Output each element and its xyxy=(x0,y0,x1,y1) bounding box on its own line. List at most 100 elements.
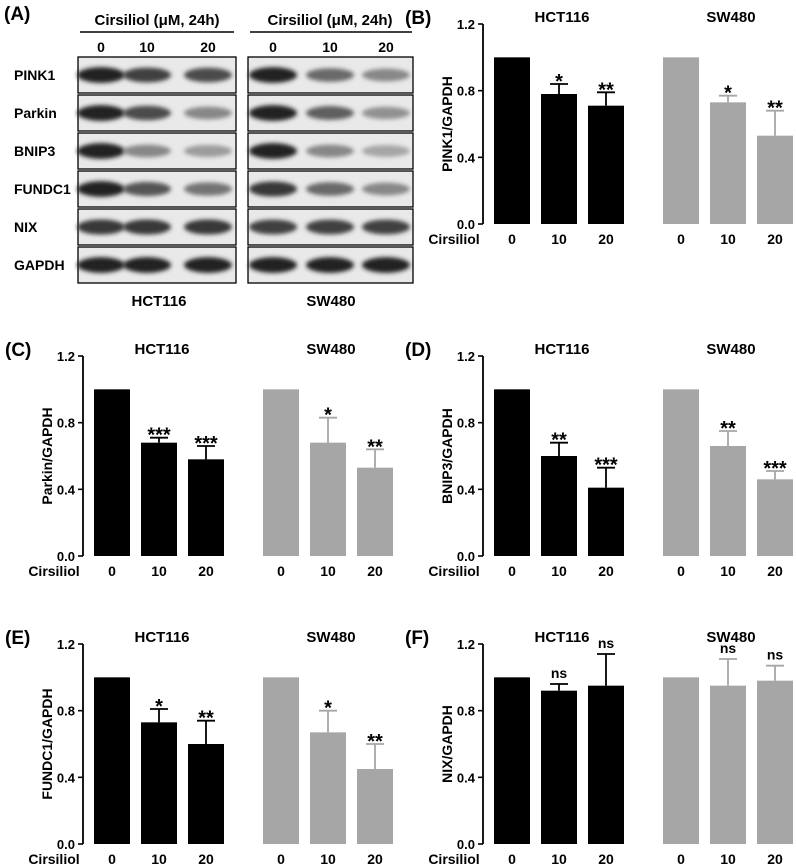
bar xyxy=(541,94,577,224)
blot-band xyxy=(184,67,232,83)
group-title: HCT116 xyxy=(534,629,589,646)
x-category-label: 10 xyxy=(720,563,736,579)
condition-label-sw480: Cirsiliol (μM, 24h) xyxy=(267,12,392,29)
blot-band xyxy=(184,219,232,235)
lane-label: 0 xyxy=(269,39,277,55)
x-category-label: 0 xyxy=(108,563,116,579)
condition-label-hct116: Cirsiliol (μM, 24h) xyxy=(94,12,219,29)
bar xyxy=(310,442,346,556)
significance-label: ** xyxy=(367,731,383,753)
significance-label: * xyxy=(324,405,332,427)
group-title: HCT116 xyxy=(534,341,589,358)
bar xyxy=(494,57,530,225)
bar xyxy=(94,389,130,556)
bar xyxy=(357,769,393,844)
y-tick-label: 1.2 xyxy=(57,349,75,364)
blot-band xyxy=(184,182,232,196)
group-title: SW480 xyxy=(706,341,755,358)
blot-cell-line-sw480: SW480 xyxy=(306,293,355,310)
x-category-label: 10 xyxy=(551,563,567,579)
significance-label: ** xyxy=(367,436,383,458)
y-tick-label: 0.8 xyxy=(57,704,75,719)
y-tick-label: 0.0 xyxy=(57,837,75,852)
x-category-label: 10 xyxy=(551,851,567,864)
blot-band xyxy=(184,106,232,120)
lane-label: 20 xyxy=(378,39,394,55)
blot-band xyxy=(249,219,297,235)
bar-chart-d: (D) 0.0 0.4 0.8 1.2 BNIP3/GAPDH 0 ** 10 *** 20 HCT1… xyxy=(405,340,793,579)
blot-band xyxy=(123,257,171,273)
bar-chart-e: (E) 0.0 0.4 0.8 1.2 FUNDC1/GAPDH 0 * 10 ** 20 HCT11… xyxy=(5,628,393,864)
y-tick-label: 1.2 xyxy=(457,637,475,652)
protein-label: BNIP3 xyxy=(14,143,55,159)
significance-label: ns xyxy=(720,640,737,656)
blot-band xyxy=(362,145,410,157)
x-category-label: 0 xyxy=(508,851,516,864)
y-tick-label: 0.8 xyxy=(457,416,475,431)
bar xyxy=(357,467,393,556)
group-title: SW480 xyxy=(306,341,355,358)
panel-label: (F) xyxy=(405,628,429,649)
y-tick-label: 0.0 xyxy=(457,217,475,232)
significance-label: * xyxy=(555,71,563,93)
y-tick-label: 1.2 xyxy=(457,349,475,364)
blot-band xyxy=(123,144,171,158)
blot-band xyxy=(306,68,354,82)
blot-band xyxy=(306,257,354,273)
x-category-label: 10 xyxy=(151,851,167,864)
bar xyxy=(141,442,177,556)
protein-label: NIX xyxy=(14,219,38,235)
blot-band xyxy=(306,182,354,196)
x-row-label: Cirsiliol xyxy=(428,851,479,864)
blot-band xyxy=(249,181,297,197)
x-category-label: 10 xyxy=(551,231,567,247)
lane-label: 10 xyxy=(322,39,338,55)
x-category-label: 0 xyxy=(108,851,116,864)
x-category-label: 20 xyxy=(767,851,783,864)
group-title: SW480 xyxy=(306,629,355,646)
blot-band xyxy=(306,106,354,120)
blot-band xyxy=(77,67,125,83)
blot-band xyxy=(306,144,354,158)
significance-label: ns xyxy=(598,635,615,651)
x-row-label: Cirsiliol xyxy=(428,563,479,579)
protein-label: GAPDH xyxy=(14,257,65,273)
x-category-label: 0 xyxy=(677,231,685,247)
x-category-label: 10 xyxy=(720,231,736,247)
x-row-label: Cirsiliol xyxy=(428,231,479,247)
panel-label-a: (A) xyxy=(4,4,30,25)
bar xyxy=(141,722,177,844)
blot-band xyxy=(249,143,297,159)
panel-label: (B) xyxy=(405,8,431,29)
group-title: HCT116 xyxy=(134,341,189,358)
y-tick-label: 0.0 xyxy=(457,837,475,852)
x-row-label: Cirsiliol xyxy=(28,851,79,864)
significance-label: * xyxy=(155,696,163,718)
x-category-label: 0 xyxy=(677,851,685,864)
x-category-label: 0 xyxy=(277,851,285,864)
significance-label: *** xyxy=(147,425,171,447)
x-category-label: 20 xyxy=(198,563,214,579)
significance-label: * xyxy=(324,698,332,720)
blot-band xyxy=(123,181,171,197)
bar xyxy=(588,685,624,844)
y-axis-label: BNIP3/GAPDH xyxy=(439,408,455,504)
x-category-label: 10 xyxy=(320,851,336,864)
significance-label: ** xyxy=(598,79,614,101)
significance-label: ** xyxy=(767,98,783,120)
x-category-label: 10 xyxy=(320,563,336,579)
x-category-label: 20 xyxy=(598,851,614,864)
blot-band xyxy=(249,67,297,83)
x-category-label: 20 xyxy=(598,563,614,579)
bar xyxy=(94,677,130,844)
blot-band xyxy=(362,257,410,273)
blot-band xyxy=(123,67,171,83)
significance-label: ns xyxy=(767,647,784,663)
x-category-label: 20 xyxy=(767,563,783,579)
bar xyxy=(188,744,224,844)
y-axis-label: Parkin/GAPDH xyxy=(39,407,55,504)
bar xyxy=(663,389,699,556)
y-tick-label: 0.4 xyxy=(57,482,76,497)
y-tick-label: 1.2 xyxy=(57,637,75,652)
